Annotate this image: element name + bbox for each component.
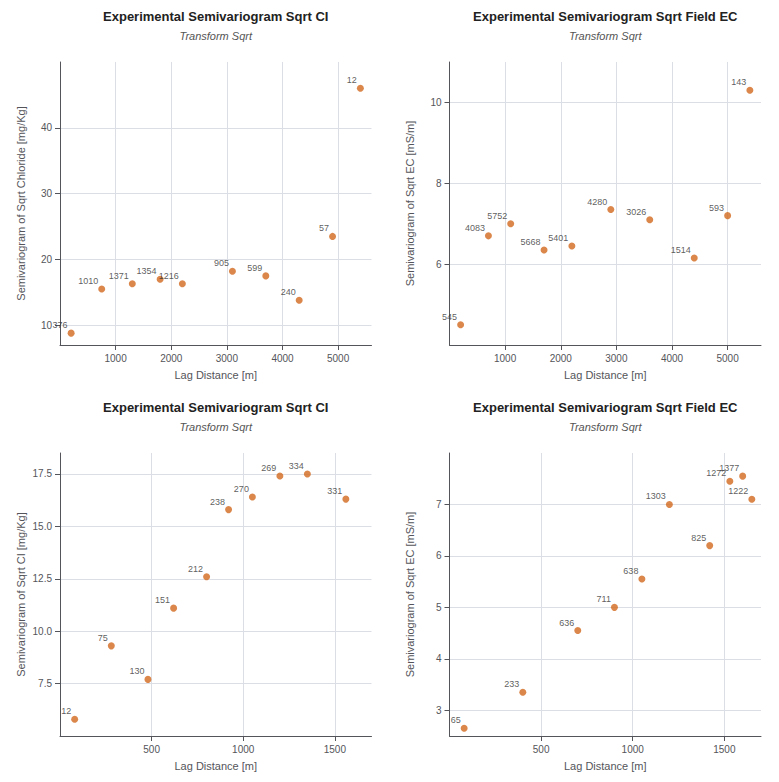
svg-text:6: 6	[436, 259, 442, 270]
svg-text:1303: 1303	[646, 491, 666, 501]
svg-text:12.5: 12.5	[33, 573, 53, 584]
svg-text:1010: 1010	[78, 276, 98, 286]
svg-text:1500: 1500	[713, 744, 736, 755]
svg-text:500: 500	[533, 744, 550, 755]
svg-text:545: 545	[442, 312, 457, 322]
svg-text:5401: 5401	[548, 233, 568, 243]
svg-text:12: 12	[347, 75, 357, 85]
svg-text:10.0: 10.0	[33, 626, 53, 637]
svg-text:Experimental Semivariogram Sqr: Experimental Semivariogram Sqrt Field EC	[473, 9, 738, 24]
svg-text:Experimental Semivariogram Sqr: Experimental Semivariogram Sqrt Field EC	[473, 400, 738, 415]
svg-text:1000: 1000	[105, 353, 128, 364]
svg-text:711: 711	[597, 594, 611, 604]
svg-text:269: 269	[261, 463, 276, 473]
svg-text:825: 825	[691, 533, 706, 543]
svg-text:151: 151	[155, 595, 170, 605]
svg-text:10: 10	[430, 97, 442, 108]
svg-text:143: 143	[731, 77, 746, 87]
svg-text:905: 905	[214, 258, 229, 268]
svg-text:130: 130	[129, 666, 144, 676]
svg-text:1216: 1216	[159, 271, 179, 281]
svg-text:638: 638	[623, 566, 638, 576]
svg-text:270: 270	[234, 484, 249, 494]
svg-text:5000: 5000	[717, 353, 740, 364]
svg-text:15.0: 15.0	[33, 521, 53, 532]
svg-text:5668: 5668	[521, 237, 541, 247]
svg-text:40: 40	[41, 122, 53, 133]
svg-text:1000: 1000	[232, 744, 255, 755]
svg-text:3000: 3000	[216, 353, 239, 364]
svg-text:Lag Distance [m]: Lag Distance [m]	[174, 369, 257, 381]
svg-text:1000: 1000	[622, 744, 645, 755]
svg-text:20: 20	[41, 254, 53, 265]
svg-text:4083: 4083	[465, 223, 485, 233]
svg-text:593: 593	[709, 203, 724, 213]
svg-text:6: 6	[436, 550, 442, 561]
svg-text:Lag Distance [m]: Lag Distance [m]	[174, 760, 257, 772]
svg-text:1222: 1222	[728, 486, 748, 496]
svg-text:7: 7	[436, 499, 442, 510]
svg-text:3: 3	[436, 705, 442, 716]
svg-text:75: 75	[98, 633, 108, 643]
svg-text:636: 636	[559, 618, 574, 628]
svg-text:57: 57	[319, 223, 329, 233]
svg-text:Transform Sqrt: Transform Sqrt	[569, 421, 642, 433]
svg-text:240: 240	[281, 287, 296, 297]
svg-text:10: 10	[41, 320, 53, 331]
svg-text:Experimental Semivariogram Sqr: Experimental Semivariogram Sqrt CI	[103, 400, 328, 415]
svg-text:1272: 1272	[706, 468, 727, 479]
svg-text:1371: 1371	[109, 271, 129, 281]
svg-text:7.5: 7.5	[38, 678, 52, 689]
svg-text:1377: 1377	[719, 463, 739, 473]
svg-text:500: 500	[143, 744, 160, 755]
svg-text:1500: 1500	[324, 744, 347, 755]
svg-text:4000: 4000	[271, 353, 294, 364]
svg-text:1354: 1354	[137, 266, 157, 276]
svg-text:Lag Distance [m]: Lag Distance [m]	[564, 760, 647, 772]
svg-text:Semivariogram of Sqrt Chloride: Semivariogram of Sqrt Chloride [mg/Kg]	[15, 106, 27, 300]
svg-text:331: 331	[327, 486, 342, 496]
svg-text:238: 238	[210, 497, 225, 507]
svg-text:Semivariogram of Sqrt CI [mg/K: Semivariogram of Sqrt CI [mg/Kg]	[15, 512, 27, 676]
svg-text:17.5: 17.5	[33, 468, 53, 479]
svg-text:Transform Sqrt: Transform Sqrt	[179, 30, 252, 42]
svg-text:5: 5	[436, 602, 442, 613]
svg-text:2000: 2000	[550, 353, 573, 364]
svg-text:8: 8	[436, 178, 442, 189]
svg-text:3000: 3000	[605, 353, 628, 364]
svg-text:599: 599	[247, 263, 262, 273]
svg-text:4: 4	[436, 653, 442, 664]
svg-text:Semivariogram of Sqrt EC [mS/m: Semivariogram of Sqrt EC [mS/m]	[404, 121, 416, 287]
svg-text:334: 334	[289, 461, 304, 471]
svg-text:30: 30	[41, 188, 53, 199]
svg-text:1514: 1514	[671, 245, 691, 255]
svg-text:Transform Sqrt: Transform Sqrt	[569, 30, 642, 42]
svg-text:4000: 4000	[661, 353, 684, 364]
svg-text:65: 65	[451, 715, 461, 725]
svg-text:Semivariogram of Sqrt EC [mS/m: Semivariogram of Sqrt EC [mS/m]	[404, 512, 416, 678]
svg-text:5752: 5752	[487, 211, 507, 221]
svg-text:12: 12	[61, 706, 71, 716]
svg-text:1000: 1000	[494, 353, 517, 364]
svg-text:Transform Sqrt: Transform Sqrt	[179, 421, 252, 433]
svg-text:3026: 3026	[626, 207, 646, 217]
svg-text:Experimental Semivariogram Sqr: Experimental Semivariogram Sqrt CI	[103, 9, 328, 24]
svg-text:5000: 5000	[327, 353, 350, 364]
svg-text:233: 233	[504, 679, 519, 689]
svg-text:4280: 4280	[587, 197, 607, 207]
svg-text:2000: 2000	[160, 353, 183, 364]
svg-text:Lag Distance [m]: Lag Distance [m]	[564, 369, 647, 381]
svg-text:376: 376	[53, 320, 68, 330]
svg-text:212: 212	[188, 564, 203, 574]
